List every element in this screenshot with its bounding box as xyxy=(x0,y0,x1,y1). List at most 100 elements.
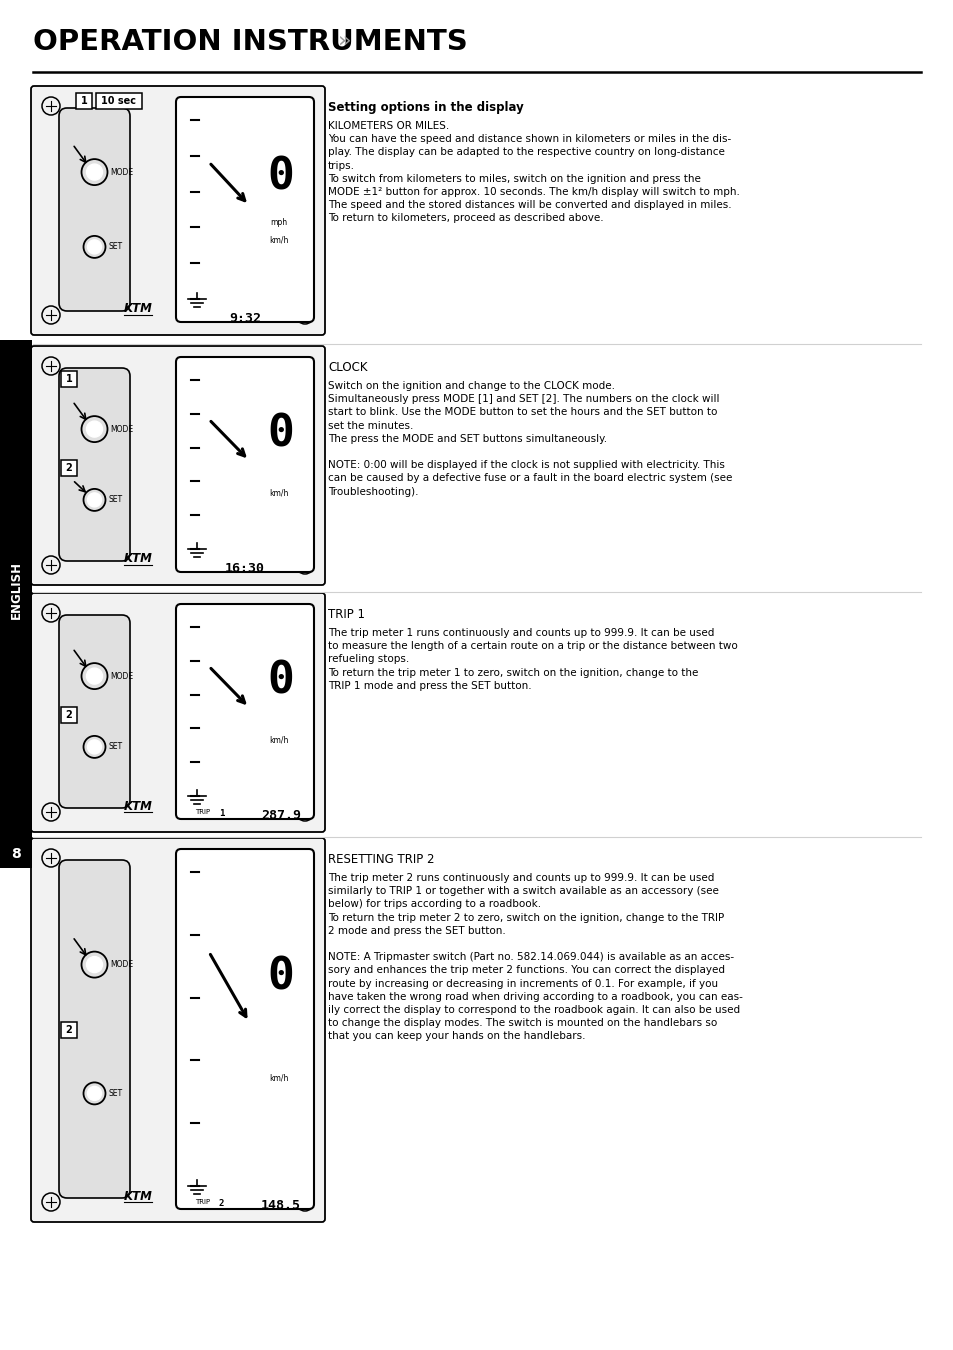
FancyBboxPatch shape xyxy=(30,346,325,585)
Text: 8: 8 xyxy=(11,846,21,861)
Text: The speed and the stored distances will be converted and displayed in miles.: The speed and the stored distances will … xyxy=(328,200,731,211)
Text: RESETTING TRIP 2: RESETTING TRIP 2 xyxy=(328,853,434,865)
Text: that you can keep your hands on the handlebars.: that you can keep your hands on the hand… xyxy=(328,1031,585,1041)
Text: ily correct the display to correspond to the roadbook again. It can also be used: ily correct the display to correspond to… xyxy=(328,1004,740,1015)
Text: 2: 2 xyxy=(219,1199,224,1208)
FancyBboxPatch shape xyxy=(61,1022,77,1038)
Text: KTM: KTM xyxy=(124,799,152,813)
Text: Troubleshooting).: Troubleshooting). xyxy=(328,486,418,497)
FancyBboxPatch shape xyxy=(30,593,325,832)
FancyBboxPatch shape xyxy=(175,97,314,323)
Text: CLOCK: CLOCK xyxy=(328,360,367,374)
Text: 2 mode and press the SET button.: 2 mode and press the SET button. xyxy=(328,926,505,936)
Text: set the minutes.: set the minutes. xyxy=(328,421,413,431)
Circle shape xyxy=(88,493,101,506)
Text: To return the trip meter 2 to zero, switch on the ignition, change to the TRIP: To return the trip meter 2 to zero, swit… xyxy=(328,913,723,922)
FancyBboxPatch shape xyxy=(76,93,91,109)
Text: SET: SET xyxy=(109,1089,123,1098)
Text: 0: 0 xyxy=(268,954,294,998)
Text: You can have the speed and distance shown in kilometers or miles in the dis-: You can have the speed and distance show… xyxy=(328,134,731,144)
Text: MODE: MODE xyxy=(111,671,133,680)
Text: SET: SET xyxy=(109,495,123,505)
Text: 16:30: 16:30 xyxy=(225,562,265,575)
Text: mph: mph xyxy=(270,217,287,227)
Text: 2: 2 xyxy=(66,710,72,720)
FancyBboxPatch shape xyxy=(175,603,314,819)
Text: 0: 0 xyxy=(268,412,294,455)
Text: TRIP 1 mode and press the SET button.: TRIP 1 mode and press the SET button. xyxy=(328,680,531,691)
Text: KTM: KTM xyxy=(124,552,152,566)
Text: 1: 1 xyxy=(219,809,224,818)
Text: To switch from kilometers to miles, switch on the ignition and press the: To switch from kilometers to miles, swit… xyxy=(328,174,700,184)
Text: start to blink. Use the MODE button to set the hours and the SET button to: start to blink. Use the MODE button to s… xyxy=(328,408,717,417)
FancyBboxPatch shape xyxy=(30,838,325,1222)
Text: MODE: MODE xyxy=(111,960,133,969)
Text: play. The display can be adapted to the respective country on long-distance: play. The display can be adapted to the … xyxy=(328,147,724,158)
Circle shape xyxy=(87,668,102,684)
Text: MODE: MODE xyxy=(111,425,133,433)
Text: similarly to TRIP 1 or together with a switch available as an accessory (see: similarly to TRIP 1 or together with a s… xyxy=(328,886,719,896)
Text: 2: 2 xyxy=(66,463,72,472)
FancyBboxPatch shape xyxy=(175,849,314,1210)
Text: NOTE: 0:00 will be displayed if the clock is not supplied with electricity. This: NOTE: 0:00 will be displayed if the cloc… xyxy=(328,460,724,470)
FancyBboxPatch shape xyxy=(59,108,130,310)
Text: can be caused by a defective fuse or a fault in the board electric system (see: can be caused by a defective fuse or a f… xyxy=(328,474,732,483)
FancyBboxPatch shape xyxy=(61,371,77,387)
Text: To return the trip meter 1 to zero, switch on the ignition, change to the: To return the trip meter 1 to zero, swit… xyxy=(328,668,698,678)
Text: KTM: KTM xyxy=(124,1189,152,1203)
Text: Switch on the ignition and change to the CLOCK mode.: Switch on the ignition and change to the… xyxy=(328,381,615,392)
Bar xyxy=(0,340,32,840)
Circle shape xyxy=(87,421,102,437)
Text: sory and enhances the trip meter 2 functions. You can correct the displayed: sory and enhances the trip meter 2 funct… xyxy=(328,965,724,976)
Text: km/h: km/h xyxy=(269,736,289,745)
FancyBboxPatch shape xyxy=(61,460,77,477)
Text: km/h: km/h xyxy=(269,235,289,244)
Text: The press the MODE and SET buttons simultaneously.: The press the MODE and SET buttons simul… xyxy=(328,433,606,444)
Text: NOTE: A Tripmaster switch (Part no. 582.14.069.044) is available as an acces-: NOTE: A Tripmaster switch (Part no. 582.… xyxy=(328,952,734,963)
Circle shape xyxy=(87,165,102,180)
Circle shape xyxy=(88,1087,101,1100)
Text: Simultaneously press MODE [1] and SET [2]. The numbers on the clock will: Simultaneously press MODE [1] and SET [2… xyxy=(328,394,719,404)
Text: 148.5: 148.5 xyxy=(261,1199,301,1212)
Text: to measure the length of a certain route on a trip or the distance between two: to measure the length of a certain route… xyxy=(328,641,737,651)
Text: MODE ±1² button for approx. 10 seconds. The km/h display will switch to mph.: MODE ±1² button for approx. 10 seconds. … xyxy=(328,188,740,197)
Bar xyxy=(0,840,32,868)
Text: 0: 0 xyxy=(268,155,294,198)
Text: 10 sec: 10 sec xyxy=(101,96,136,107)
FancyBboxPatch shape xyxy=(59,860,130,1197)
Text: have taken the wrong road when driving according to a roadbook, you can eas-: have taken the wrong road when driving a… xyxy=(328,992,742,1002)
Text: TRIP 1: TRIP 1 xyxy=(328,608,365,621)
Text: 2: 2 xyxy=(66,1025,72,1034)
Text: KTM: KTM xyxy=(124,302,152,316)
Text: SET: SET xyxy=(109,243,123,251)
Circle shape xyxy=(87,957,102,972)
FancyBboxPatch shape xyxy=(96,93,142,109)
Text: km/h: km/h xyxy=(269,1073,289,1083)
Text: 9:32: 9:32 xyxy=(229,312,261,325)
FancyBboxPatch shape xyxy=(30,86,325,335)
Text: SET: SET xyxy=(109,743,123,752)
Text: TRIP: TRIP xyxy=(194,1199,210,1206)
Text: trips.: trips. xyxy=(328,161,355,170)
Text: OPERATION INSTRUMENTS: OPERATION INSTRUMENTS xyxy=(33,28,467,55)
Text: 1: 1 xyxy=(81,96,88,107)
Text: refueling stops.: refueling stops. xyxy=(328,655,409,664)
Text: Setting options in the display: Setting options in the display xyxy=(328,101,523,113)
Text: MODE: MODE xyxy=(111,167,133,177)
Text: TRIP: TRIP xyxy=(194,809,210,815)
Text: The trip meter 2 runs continuously and counts up to 999.9. It can be used: The trip meter 2 runs continuously and c… xyxy=(328,873,714,883)
Text: To return to kilometers, proceed as described above.: To return to kilometers, proceed as desc… xyxy=(328,213,603,223)
Text: km/h: km/h xyxy=(269,489,289,498)
Text: to change the display modes. The switch is mounted on the handlebars so: to change the display modes. The switch … xyxy=(328,1018,717,1029)
Text: 287.9: 287.9 xyxy=(261,809,301,822)
Text: below) for trips according to a roadbook.: below) for trips according to a roadbook… xyxy=(328,899,540,910)
Circle shape xyxy=(88,240,101,254)
Text: ENGLISH: ENGLISH xyxy=(10,562,23,620)
FancyBboxPatch shape xyxy=(59,616,130,809)
Circle shape xyxy=(88,740,101,753)
FancyBboxPatch shape xyxy=(175,356,314,572)
Text: »: » xyxy=(337,30,352,50)
Text: route by increasing or decreasing in increments of 0.1. For example, if you: route by increasing or decreasing in inc… xyxy=(328,979,718,988)
Text: 1: 1 xyxy=(66,374,72,383)
FancyBboxPatch shape xyxy=(61,707,77,724)
